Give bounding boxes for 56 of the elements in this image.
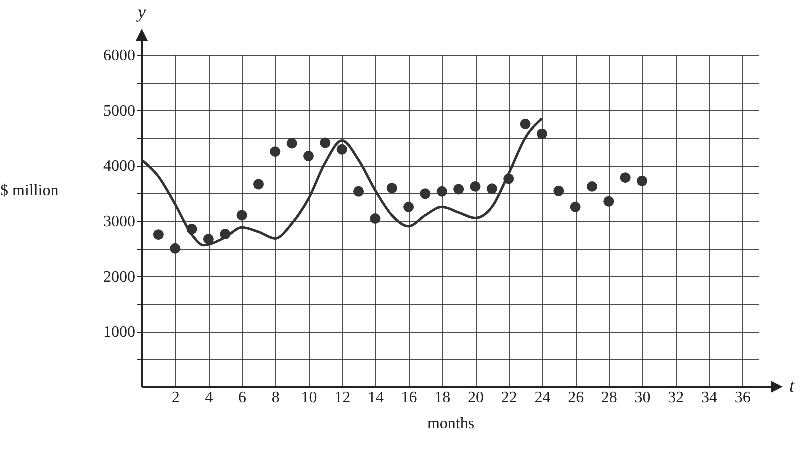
text: t — [789, 376, 796, 396]
point — [320, 138, 331, 148]
x-tick-label: 14 — [368, 390, 384, 406]
y-tick-label: 1000 — [104, 324, 136, 342]
x-tick-label: 28 — [601, 390, 618, 406]
point — [454, 184, 464, 195]
y-tick-label: 6000 — [104, 48, 136, 64]
point — [420, 188, 431, 200]
text: y — [136, 2, 146, 22]
point — [470, 181, 481, 192]
x-tick-label: 12 — [334, 390, 351, 406]
x-tick-label: 6 — [238, 390, 247, 406]
x-tick-label: 10 — [301, 390, 318, 406]
x-tick-label: 2 — [172, 390, 180, 406]
point — [587, 181, 598, 192]
x-tick-label: 18 — [434, 390, 451, 406]
x-tick-label: 26 — [568, 390, 584, 406]
point — [286, 138, 298, 149]
y-axis-title: $ million — [0, 182, 59, 200]
point — [486, 184, 498, 194]
x-tick-label: 36 — [734, 390, 751, 406]
point — [153, 230, 164, 240]
point — [170, 243, 181, 254]
x-tick-label: 20 — [468, 390, 484, 406]
point — [386, 183, 398, 194]
y-tick-label: 4000 — [104, 158, 136, 176]
point — [404, 202, 414, 212]
point — [536, 128, 548, 140]
point — [370, 214, 381, 224]
point — [637, 176, 648, 186]
y-tick-label: 5000 — [104, 102, 136, 120]
point — [236, 210, 248, 221]
point — [253, 179, 264, 190]
y-tick-label: 3000 — [104, 214, 136, 230]
point — [304, 151, 314, 162]
x-axis-title: months — [427, 416, 475, 432]
x-tick-label: 34 — [701, 390, 718, 406]
point — [270, 146, 281, 158]
point — [604, 196, 614, 207]
point — [336, 144, 348, 155]
x-tick-label: 8 — [272, 390, 280, 406]
point — [354, 186, 364, 197]
point — [554, 186, 564, 196]
line-series — [140, 117, 544, 247]
x-tick-label: 22 — [501, 390, 518, 406]
x-tick-label: 32 — [668, 390, 684, 406]
point — [620, 172, 631, 184]
point — [436, 186, 448, 197]
point — [520, 118, 531, 130]
y-tick-label: 2000 — [104, 268, 136, 286]
x-tick-label: 16 — [401, 390, 418, 406]
point — [570, 202, 581, 212]
x-tick-label: 4 — [205, 390, 214, 406]
x-tick-label: 30 — [634, 390, 651, 406]
x-tick-label: 24 — [534, 390, 551, 406]
point — [203, 234, 214, 244]
